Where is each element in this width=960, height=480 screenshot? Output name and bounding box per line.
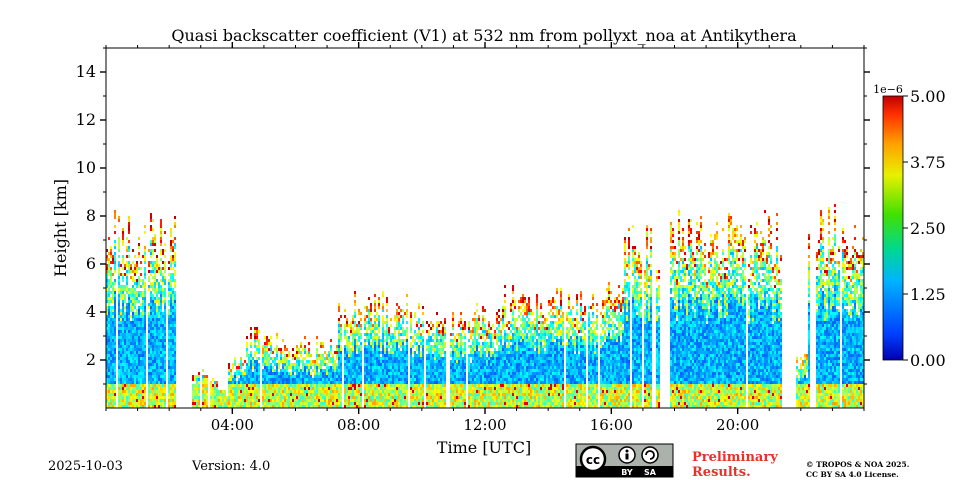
colorbar-tick-label: 5.00 [910,87,946,106]
x-tick-label: 08:00 [337,416,380,434]
preliminary-line-2: Results. [692,465,751,480]
y-tick-label: 8 [86,206,96,225]
x-axis-label: Time [UTC] [437,438,531,457]
x-tick-label: 20:00 [716,416,759,434]
x-tick-label: 12:00 [463,416,506,434]
attribution-icon [618,446,636,464]
y-axis-label: Height [km] [51,179,70,277]
chart-title: Quasi backscatter coefficient (V1) at 53… [171,26,797,45]
colorbar-ticks: 0.00 1.25 2.50 3.75 5.00 [903,87,946,370]
badge-by-label: BY [621,468,633,477]
y-tick-label: 12 [76,110,96,129]
x-tick-label: 16:00 [590,416,633,434]
x-tick-label: 04:00 [211,416,254,434]
badge-sa-label: SA [644,468,657,477]
y-tick-label: 4 [86,302,96,321]
y-tick-label: 2 [86,350,96,369]
x-axis: 04:00 08:00 12:00 16:00 20:00 [105,42,865,434]
preliminary-line-1: Preliminary [692,450,778,465]
y-tick-label: 10 [76,158,96,177]
copyright-line-1: © TROPOS & NOA 2025. [806,460,909,469]
backscatter-heatmap [106,204,864,408]
share-alike-icon [641,446,659,464]
colorbar-tick-label: 3.75 [910,153,946,172]
colorbar-tick-label: 2.50 [910,219,946,238]
cc-icon: cc [579,445,607,473]
y-tick-label: 14 [76,62,96,81]
footer-date: 2025-10-03 [48,459,123,474]
y-tick-label: 6 [86,254,96,273]
colorbar [882,95,904,361]
colorbar-tick-label: 0.00 [910,351,946,370]
colorbar-multiplier: 1e−6 [873,83,903,96]
footer-version: Version: 4.0 [191,459,270,474]
cc-by-sa-badge: cc BY SA [575,443,674,478]
y-axis: 2 4 6 8 10 12 14 [76,47,870,385]
colorbar-tick-label: 1.25 [910,285,946,304]
copyright-line-2: CC BY SA 4.0 License. [806,470,899,479]
